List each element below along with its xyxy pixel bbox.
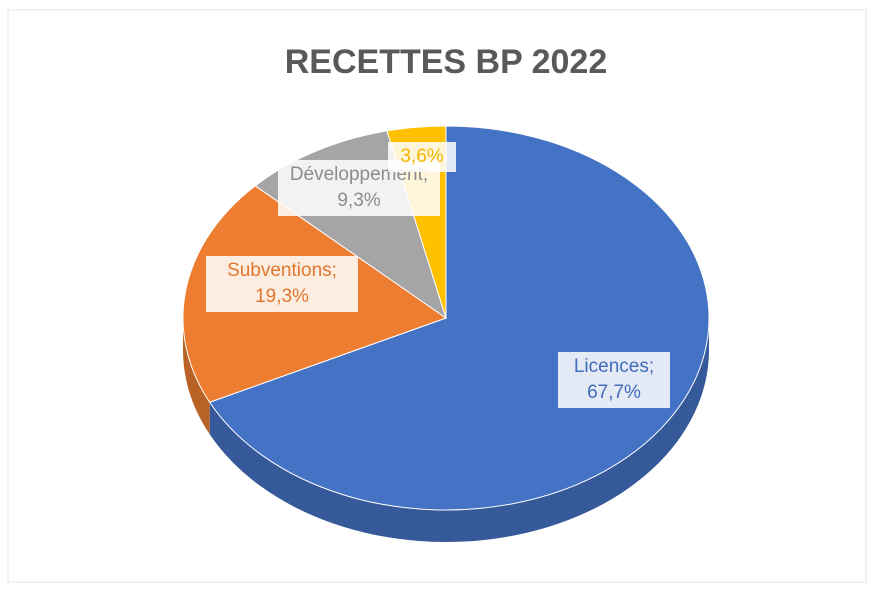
value-label: 67,7% xyxy=(587,382,641,403)
value-label: 9,3% xyxy=(337,190,381,211)
label-separator: ; xyxy=(331,260,337,281)
slice xyxy=(208,125,710,511)
label-separator: ; xyxy=(648,356,655,377)
category-label: Subventions xyxy=(227,260,332,281)
data-label: Licences; 67,7% xyxy=(558,352,670,408)
value-label: 3,6% xyxy=(400,146,444,167)
value-label: 19,3% xyxy=(255,286,309,307)
category-label: Licences xyxy=(573,356,649,377)
data-label: 3,6% xyxy=(388,142,456,172)
slice-side xyxy=(183,318,210,435)
data-label: Subventions; 19,3% xyxy=(206,256,358,312)
label-separator: ; xyxy=(422,164,429,185)
slice-side xyxy=(209,318,709,542)
chart-title: RECETTES BP 2022 xyxy=(285,43,608,81)
